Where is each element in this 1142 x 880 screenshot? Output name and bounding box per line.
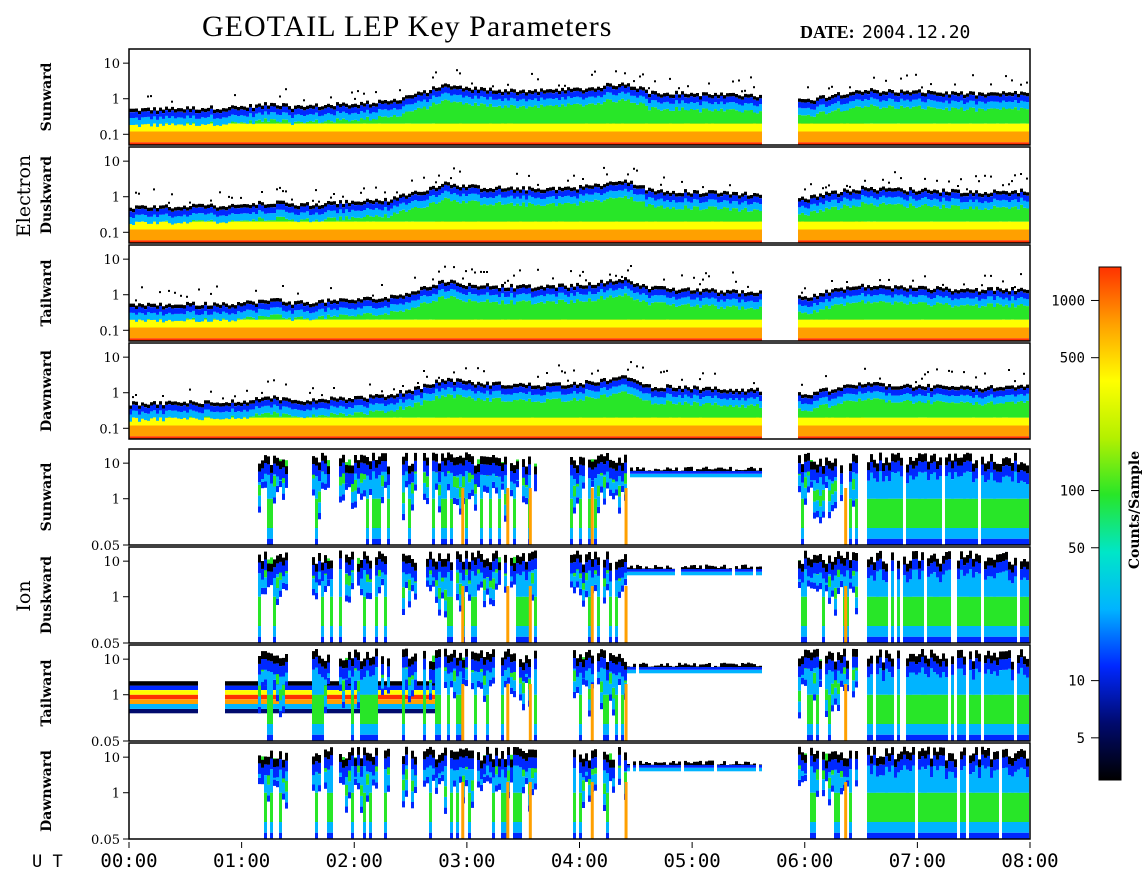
electron-dawnward-ytick-label: 1 [112,387,120,402]
x-tick-label: 07:00 [889,850,946,872]
colorbar-tick-label: 1000 [1051,293,1085,309]
ion-panel-dawnward-heatmap [258,746,1029,840]
ion-panel-sunward-heatmap [258,452,1029,546]
chart-title: GEOTAIL LEP Key Parameters [202,10,613,43]
x-tick-label: 06:00 [776,850,833,872]
electron-tailward-ytick-label: 0.1 [99,324,120,339]
electron-tailward-ytick-label: 1 [112,289,120,304]
electron-sunward-frame [128,48,1031,146]
ion-tailward-ytick-label: 10 [103,653,120,668]
x-unit-label: U T [32,852,63,872]
ion-duskward-ytick-label: 0.05 [91,637,120,652]
electron-panel-tailward-heatmap [129,265,1029,341]
ion-tailward-ytick-label: 1 [112,689,120,704]
date-value: 2004.12.20 [862,22,971,43]
electron-panel-dawnward-heatmap [129,361,1029,439]
ion-sunward-label: Sunward [39,462,55,531]
ion-sunward-ytick-label: 10 [103,457,120,472]
ion-dawnward-label: Dawnward [39,750,55,832]
ion-dawnward-frame [128,742,1031,840]
ion-tailward-frame [128,644,1031,742]
electron-panel-sunward-heatmap [129,69,1029,145]
electron-tailward-frame [128,244,1031,342]
colorbar-tick-label: 50 [1068,541,1085,557]
colorbar-tick-label: 500 [1060,351,1085,367]
electron-duskward-ytick-label: 1 [112,191,120,206]
x-tick-label: 00:00 [100,850,157,872]
ion-duskward-label: Duskward [39,556,55,634]
x-tick-label: 03:00 [438,850,495,872]
electron-duskward-label: Duskward [39,156,55,234]
electron-duskward-ytick-label: 0.1 [99,226,120,241]
electron-duskward-ytick-label: 10 [103,155,120,170]
electron-dawnward-label: Dawnward [39,350,55,432]
electron-tailward-ytick-label: 10 [103,253,120,268]
colorbar-tick-label: 100 [1060,484,1085,500]
ion-tailward-ytick-label: 0.05 [91,735,120,750]
electron-sunward-label: Sunward [39,62,55,131]
ion-dawnward-ytick-label: 0.05 [91,833,120,848]
electron-group-label: Electron [13,155,35,237]
ion-dawnward-ytick-label: 10 [103,751,120,766]
x-tick-label: 01:00 [213,850,270,872]
electron-dawnward-ytick-label: 10 [103,351,120,366]
ion-dawnward-ytick-label: 1 [112,787,120,802]
electron-duskward-frame [128,146,1031,244]
ion-panel-duskward-heatmap [258,550,1029,644]
electron-sunward-ytick-label: 0.1 [99,128,120,143]
colorbar-tick-label: 10 [1068,674,1085,690]
ion-group-label: Ion [13,580,35,611]
electron-panel-duskward-heatmap [129,166,1029,243]
electron-sunward-ytick-label: 10 [103,57,120,72]
electron-dawnward-ytick-label: 0.1 [99,422,120,437]
electron-dawnward-frame [128,342,1031,440]
colorbar-tick-label: 5 [1077,731,1085,747]
x-tick-label: 05:00 [664,850,721,872]
ion-sunward-ytick-label: 0.05 [91,539,120,554]
ion-duskward-ytick-label: 1 [112,591,120,606]
ion-duskward-ytick-label: 10 [103,555,120,570]
ion-sunward-ytick-label: 1 [112,493,120,508]
colorbar-label: Counts/Sample [1127,451,1142,569]
x-tick-label: 02:00 [326,850,383,872]
colorbar [1098,266,1122,781]
x-tick-label: 04:00 [551,850,608,872]
ion-panel-tailward-heatmap [129,648,1029,742]
ion-sunward-frame [128,448,1031,546]
electron-tailward-label: Tailward [39,259,55,326]
electron-sunward-ytick-label: 1 [112,93,120,108]
ion-tailward-label: Tailward [39,659,55,726]
date-label: DATE: [800,22,855,42]
x-tick-label: 08:00 [1001,850,1058,872]
ion-duskward-frame [128,546,1031,644]
